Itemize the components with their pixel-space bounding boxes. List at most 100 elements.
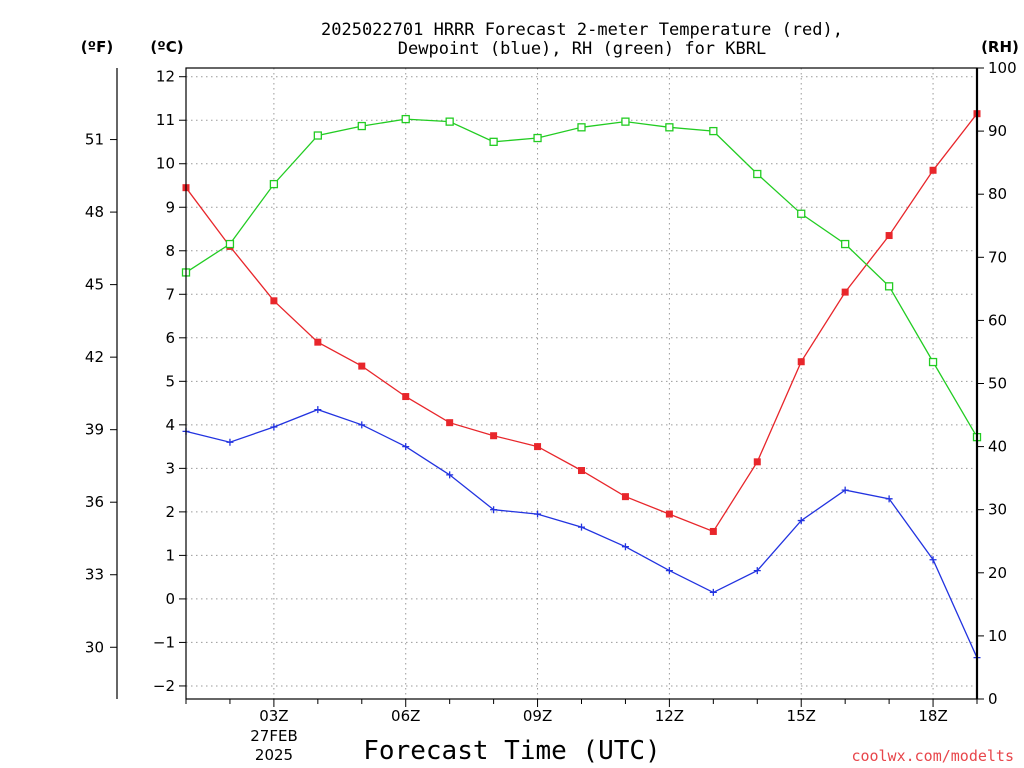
dewpoint-point bbox=[490, 506, 498, 514]
rh-tick-label: 40 bbox=[988, 438, 1007, 456]
dewpoint-point bbox=[797, 517, 805, 525]
x-tick-label: 09Z bbox=[523, 707, 552, 725]
chart-title-line-2: Dewpoint (blue), RH (green) for KBRL bbox=[398, 39, 766, 59]
fahrenheit-tick-label: 36 bbox=[85, 493, 104, 511]
rh-point bbox=[665, 123, 674, 132]
celsius-tick-label: 1 bbox=[165, 546, 175, 564]
dewpoint-point bbox=[753, 567, 761, 575]
x-tick-label: 18Z bbox=[918, 707, 947, 725]
plot-frame bbox=[185, 67, 978, 700]
dewpoint-point bbox=[314, 406, 322, 414]
temperature-point bbox=[885, 232, 893, 240]
chart-title-line-1: 2025022701 HRRR Forecast 2-meter Tempera… bbox=[321, 20, 843, 40]
temperature-point bbox=[753, 458, 761, 466]
rh-tick-label: 90 bbox=[988, 122, 1007, 140]
dewpoint-point bbox=[402, 443, 410, 451]
fahrenheit-tick-label: 51 bbox=[85, 131, 104, 149]
celsius-tick-label: 3 bbox=[165, 459, 175, 477]
temperature-point bbox=[929, 166, 937, 174]
rh-tick-label: 50 bbox=[988, 375, 1007, 393]
temperature-point bbox=[709, 527, 717, 535]
credit-link[interactable]: coolwx.com/modelts bbox=[851, 747, 1014, 765]
x-tick-label: 15Z bbox=[787, 707, 816, 725]
dewpoint-point bbox=[534, 510, 542, 518]
rh-line bbox=[185, 118, 978, 438]
celsius-tick-label: −1 bbox=[153, 633, 175, 651]
celsius-tick-label: 9 bbox=[165, 198, 175, 216]
temperature-point bbox=[358, 362, 366, 370]
temperature-point bbox=[665, 510, 673, 518]
temperature-point bbox=[578, 467, 585, 475]
dewpoint-point bbox=[270, 423, 278, 431]
celsius-tick-label: 10 bbox=[156, 155, 175, 173]
fahrenheit-tick-label: 45 bbox=[85, 276, 104, 294]
rh-axis-unit: (RH) bbox=[981, 38, 1019, 56]
celsius-tick-label: 0 bbox=[165, 590, 175, 608]
series-layer bbox=[181, 110, 982, 662]
temperature-point bbox=[402, 393, 410, 401]
fahrenheit-tick-label: 39 bbox=[85, 421, 104, 439]
date-label-day: 27FEB bbox=[250, 727, 297, 745]
rh-point bbox=[313, 131, 322, 140]
dewpoint-point bbox=[885, 495, 893, 503]
x-tick-label: 12Z bbox=[655, 707, 684, 725]
rh-point bbox=[797, 209, 806, 218]
celsius-tick-label: 5 bbox=[165, 372, 175, 390]
dewpoint-point bbox=[929, 556, 937, 564]
celsius-tick-label: 6 bbox=[165, 329, 175, 347]
temperature-point bbox=[314, 338, 322, 346]
x-tick-label: 06Z bbox=[391, 707, 420, 725]
rh-tick-label: 20 bbox=[988, 564, 1007, 582]
temperature-point bbox=[841, 288, 849, 296]
rh-tick-label: 10 bbox=[988, 627, 1007, 645]
temperature-point bbox=[490, 432, 498, 440]
celsius-tick-label: 7 bbox=[165, 285, 175, 303]
dewpoint-point bbox=[446, 471, 454, 479]
dewpoint-point bbox=[841, 486, 849, 494]
rh-point bbox=[928, 357, 938, 367]
dewpoint-point bbox=[665, 567, 673, 575]
temperature-point bbox=[621, 493, 629, 501]
dewpoint-point bbox=[709, 588, 717, 596]
x-axis-title: Forecast Time (UTC) bbox=[363, 736, 660, 766]
celsius-tick-label: 12 bbox=[156, 68, 175, 86]
rh-point bbox=[225, 239, 235, 249]
dewpoint-point bbox=[358, 421, 366, 429]
fahrenheit-tick-label: 48 bbox=[85, 203, 104, 221]
dewpoint-line bbox=[185, 408, 978, 658]
celsius-axis-unit: (ºC) bbox=[150, 38, 183, 56]
x-tick-label: 03Z bbox=[259, 707, 288, 725]
celsius-tick-label: 11 bbox=[156, 111, 175, 129]
axes-layer: −2−1012345678910111230333639424548510102… bbox=[85, 59, 1017, 725]
celsius-tick-label: 8 bbox=[165, 242, 175, 260]
rh-point bbox=[269, 179, 279, 189]
rh-point bbox=[753, 169, 762, 179]
dewpoint-point bbox=[578, 523, 585, 531]
fahrenheit-axis-unit: (ºF) bbox=[81, 38, 113, 56]
rh-point bbox=[577, 123, 586, 132]
dewpoint-point bbox=[621, 543, 629, 551]
rh-point bbox=[489, 137, 498, 146]
rh-point bbox=[841, 239, 850, 249]
temperature-point bbox=[270, 297, 278, 305]
grid-lines bbox=[186, 68, 977, 699]
temperature-point bbox=[534, 443, 542, 451]
dewpoint-point bbox=[226, 438, 234, 446]
fahrenheit-tick-label: 42 bbox=[85, 348, 104, 366]
temperature-point bbox=[446, 419, 454, 427]
celsius-tick-label: −2 bbox=[153, 677, 175, 695]
rh-tick-label: 100 bbox=[988, 59, 1017, 77]
rh-point bbox=[884, 282, 894, 291]
celsius-tick-label: 4 bbox=[165, 416, 175, 434]
rh-point bbox=[533, 133, 542, 143]
fahrenheit-tick-label: 33 bbox=[85, 566, 104, 584]
rh-tick-label: 70 bbox=[988, 248, 1007, 266]
temperature-point bbox=[797, 358, 805, 366]
rh-point bbox=[445, 117, 454, 126]
rh-point bbox=[709, 126, 718, 136]
rh-point bbox=[621, 117, 630, 126]
celsius-tick-label: 2 bbox=[165, 503, 175, 521]
rh-tick-label: 80 bbox=[988, 185, 1007, 203]
fahrenheit-tick-label: 30 bbox=[85, 638, 104, 656]
